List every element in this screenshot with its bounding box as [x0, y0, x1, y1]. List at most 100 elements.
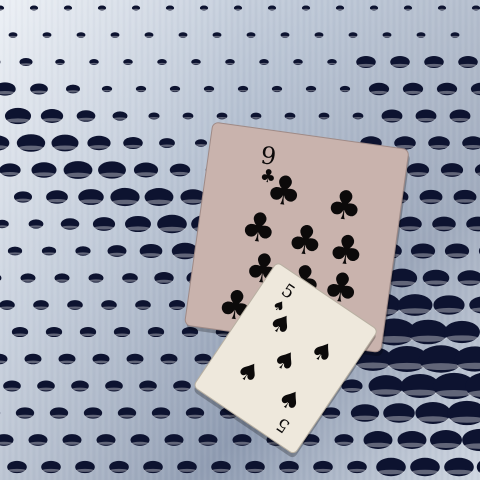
perforation-hole-rim [4, 387, 20, 391]
perforation-hole [369, 5, 379, 11]
card-nine-rank: 9 [259, 141, 278, 171]
perforation-hole-rim [76, 468, 94, 472]
perforation-hole-rim [456, 362, 480, 370]
perforation-hole-rim [89, 279, 103, 282]
perforation-hole-rim [12, 333, 28, 337]
perforation-hole [246, 32, 256, 38]
perforation-hole-rim [0, 225, 9, 228]
perforation-hole-rim [8, 252, 22, 255]
perforation-hole-rim [220, 414, 238, 418]
perforation-hole [476, 460, 480, 474]
perforation-hole-rim [114, 333, 130, 337]
perforation-hole [424, 55, 444, 69]
perforation-hole-rim [370, 389, 402, 395]
perforation-hole [194, 139, 208, 147]
perforation-hole-rim [80, 333, 96, 337]
perforation-hole [41, 460, 61, 474]
perforation-hole [327, 59, 337, 65]
perforation-hole [83, 407, 103, 419]
perforation-hole [30, 83, 48, 95]
perforation-hole [133, 162, 159, 178]
perforation-hole-rim [398, 442, 426, 448]
perforation-hole-rim [441, 172, 463, 176]
perforation-hole-rim [132, 8, 140, 11]
perforation-hole [305, 85, 317, 93]
perforation-hole [54, 273, 70, 283]
perforation-hole-rim [42, 468, 60, 472]
perforation-hole-rim [30, 8, 38, 11]
perforation-hole-rim [43, 35, 51, 38]
perforation-hole [130, 434, 150, 446]
perforation-hole [386, 345, 428, 373]
perforation-hole-rim [467, 390, 480, 397]
perforation-hole [144, 32, 154, 38]
perforation-hole [101, 85, 113, 93]
perforation-hole-rim [451, 35, 459, 38]
perforation-hole-rim [369, 90, 389, 95]
perforation-hole [474, 164, 480, 176]
perforation-hole-rim [59, 360, 75, 364]
perforation-hole-rim [16, 414, 34, 418]
perforation-hole-rim [183, 117, 193, 119]
perforation-hole-rim [135, 172, 157, 176]
perforation-hole-rim [99, 172, 125, 177]
perforation-hole [87, 135, 111, 151]
perforation-hole-rim [301, 441, 319, 445]
perforation-hole [339, 85, 351, 93]
perforation-hole [4, 107, 32, 125]
perforation-hole [19, 57, 33, 67]
club-pip-icon: ♣ [238, 203, 280, 254]
perforation-hole [171, 242, 199, 260]
perforation-hole [135, 300, 151, 310]
perforation-hole-rim [124, 144, 142, 148]
perforation-hole-rim [76, 252, 90, 255]
perforation-hole [98, 161, 126, 179]
perforation-hole [42, 32, 52, 38]
perforation-hole-rim [259, 62, 269, 65]
perforation-hole-rim [429, 145, 449, 149]
perforation-hole-rim [29, 225, 43, 228]
perforation-hole-rim [113, 117, 127, 120]
perforation-hole-rim [399, 226, 421, 230]
perforation-hole-rim [102, 89, 112, 92]
perforation-hole-rim [382, 117, 402, 122]
perforation-hole [433, 295, 465, 315]
perforation-hole [259, 59, 269, 65]
perforation-hole-rim [33, 306, 49, 309]
perforation-hole-rim [0, 8, 4, 11]
perforation-hole-rim [0, 171, 20, 176]
perforation-hole-rim [29, 441, 47, 445]
perforation-hole-rim [38, 387, 54, 391]
perforation-hole-rim [438, 8, 446, 11]
perforation-hole-rim [395, 145, 415, 149]
perforation-hole [97, 5, 107, 11]
perforation-hole-rim [55, 279, 69, 282]
perforation-hole-rim [159, 144, 175, 147]
perforation-hole-rim [450, 117, 470, 122]
perforation-hole [144, 188, 174, 206]
perforation-hole-rim [157, 62, 167, 65]
perforation-hole [0, 275, 2, 281]
perforation-hole [314, 32, 324, 38]
perforation-hole-rim [20, 63, 32, 66]
perforation-hole-rim [272, 89, 282, 92]
perforation-hole-rim [108, 252, 126, 256]
perforation-hole-rim [475, 172, 480, 176]
perforation-hole-rim [0, 360, 7, 364]
perforation-hole-rim [8, 468, 26, 472]
perforation-hole [225, 59, 235, 65]
perforation-hole [28, 434, 48, 446]
perforation-hole-rim [0, 90, 15, 95]
perforation-hole [347, 460, 367, 474]
perforation-hole [139, 380, 157, 392]
perforation-hole-rim [204, 89, 214, 92]
perforation-hole [67, 300, 83, 310]
perforation-hole-rim [383, 35, 391, 38]
perforation-hole [101, 300, 117, 310]
perforation-hole [76, 110, 96, 122]
perforation-hole-rim [388, 362, 426, 370]
perforation-hole-rim [433, 226, 455, 230]
perforation-hole [40, 109, 64, 123]
perforation-hole [7, 246, 23, 256]
perforation-hole-rim [302, 8, 310, 11]
